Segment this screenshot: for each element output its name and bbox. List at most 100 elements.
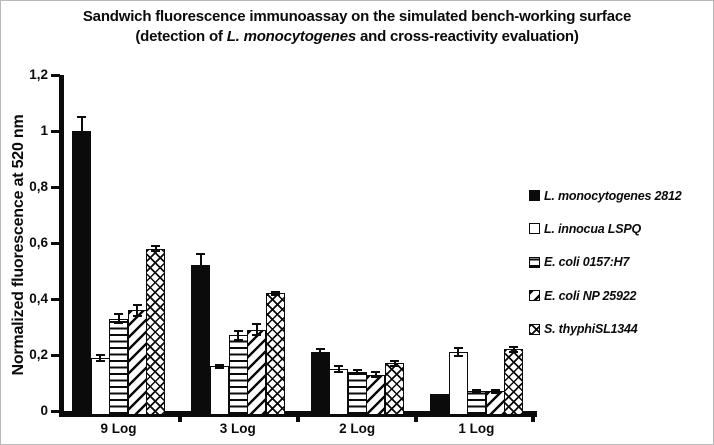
bar <box>146 248 166 415</box>
error-bar-cap-top <box>214 363 224 366</box>
error-bar-cap-top <box>132 303 142 306</box>
bar <box>310 352 330 415</box>
y-axis-tick <box>51 353 60 357</box>
legend-swatch-icon <box>529 256 540 268</box>
bar <box>109 318 129 415</box>
y-axis-tick <box>51 73 60 77</box>
error-bar-line <box>237 331 239 340</box>
bar <box>209 366 229 415</box>
bar <box>90 357 110 415</box>
legend-item: E. coli NP 25922 <box>529 289 636 303</box>
y-axis-tick <box>51 297 60 301</box>
error-bar-cap-bottom <box>132 314 142 317</box>
bar <box>467 391 487 415</box>
error-bar-cap-top <box>151 244 161 247</box>
error-bar-line <box>374 371 377 378</box>
error-bar-cap-top <box>196 253 206 256</box>
legend-swatch-icon <box>529 223 540 235</box>
bar <box>429 394 449 415</box>
error-bar-line <box>218 364 221 368</box>
legend-swatch-icon <box>529 323 540 335</box>
title-line2-species: L. monocytogenes <box>226 28 357 45</box>
x-category-label: 1 Log <box>458 421 495 436</box>
legend-item: L. innocua LSPQ <box>529 221 642 236</box>
error-bar-cap-top <box>390 359 399 362</box>
x-category-label: 9 Log <box>100 421 137 436</box>
error-bar-line <box>337 366 340 372</box>
y-axis-line <box>59 75 64 417</box>
error-bar-line <box>356 370 359 374</box>
bar <box>247 329 267 415</box>
error-bar-cap-top <box>453 347 463 349</box>
error-bar-cap-bottom <box>114 321 124 324</box>
error-bar-line <box>393 360 396 367</box>
legend-item: L. monocytogenes 2812 <box>529 188 682 203</box>
error-bar-cap-top <box>270 291 280 293</box>
error-bar-cap-bottom <box>472 391 482 394</box>
error-bar-line <box>255 324 258 336</box>
error-bar-cap-bottom <box>270 293 280 296</box>
legend-label: L. monocytogenes 2812 <box>544 188 682 203</box>
error-bar-line <box>136 304 139 316</box>
error-bar-line <box>117 314 120 323</box>
error-bar-cap-top <box>233 330 243 333</box>
error-bar-cap-bottom <box>252 334 262 337</box>
error-bar-cap-bottom <box>95 359 105 362</box>
figure-title: Sandwich fluorescence immunoassay on the… <box>0 7 714 47</box>
bar <box>504 349 524 415</box>
error-bar-cap-top <box>252 323 262 326</box>
error-bar-line <box>457 348 459 357</box>
bar <box>485 391 505 415</box>
y-tick-label: 1,2 <box>29 67 48 82</box>
x-axis-tick <box>296 411 300 422</box>
y-tick-label: 0,4 <box>29 291 48 306</box>
error-bar-cap-bottom <box>509 351 519 354</box>
bar <box>329 369 349 415</box>
bar <box>347 371 367 415</box>
y-axis-tick <box>51 185 60 189</box>
y-axis-tick <box>51 409 60 413</box>
y-axis-tick <box>51 129 60 133</box>
legend-label: E. coli 0157:H7 <box>544 255 630 270</box>
x-axis-tick <box>178 411 182 422</box>
error-bar-line <box>475 390 478 393</box>
error-bar-cap-bottom <box>352 372 362 375</box>
error-bar-cap-bottom <box>453 355 463 358</box>
error-bar-cap-top <box>352 369 362 372</box>
figure-title-line1: Sandwich fluorescence immunoassay on the… <box>82 8 632 25</box>
error-bar-cap-top <box>95 354 105 356</box>
error-bar-line <box>99 355 102 361</box>
error-bar-cap-top <box>315 348 325 351</box>
bar <box>448 352 468 415</box>
y-axis-tick <box>51 241 60 245</box>
error-bar-line <box>154 245 157 252</box>
bar <box>127 310 147 415</box>
legend-label: S. thyphiSL1344 <box>544 322 638 337</box>
x-axis-tick <box>531 411 535 422</box>
error-bar-cap-top <box>472 389 482 391</box>
error-bar-cap-bottom <box>214 366 224 369</box>
error-bar-cap-top <box>77 116 86 118</box>
bar <box>265 293 285 415</box>
error-bar-line <box>199 254 202 277</box>
error-bar-line <box>80 117 83 145</box>
error-bar-line <box>512 346 515 353</box>
x-category-label: 2 Log <box>339 421 376 436</box>
y-tick-label: 1 <box>40 123 48 138</box>
y-tick-label: 0,2 <box>29 347 48 362</box>
error-bar-cap-bottom <box>490 391 500 394</box>
error-bar-cap-bottom <box>151 250 161 253</box>
error-bar-cap-top <box>490 389 500 391</box>
error-bar-cap-bottom <box>233 338 243 341</box>
legend-item: E. coli 0157:H7 <box>529 255 630 270</box>
bar <box>72 131 91 415</box>
figure-title-line2: (detection of L. monocytogenes and cross… <box>0 27 714 47</box>
error-bar-line <box>274 292 277 295</box>
bar <box>228 335 248 415</box>
legend-label: L. innocua LSPQ <box>544 221 642 236</box>
y-tick-label: 0,8 <box>29 179 48 194</box>
title-line2-suffix: and cross-reactivity evaluation) <box>356 28 579 45</box>
bar <box>191 265 211 415</box>
bar <box>366 374 386 415</box>
